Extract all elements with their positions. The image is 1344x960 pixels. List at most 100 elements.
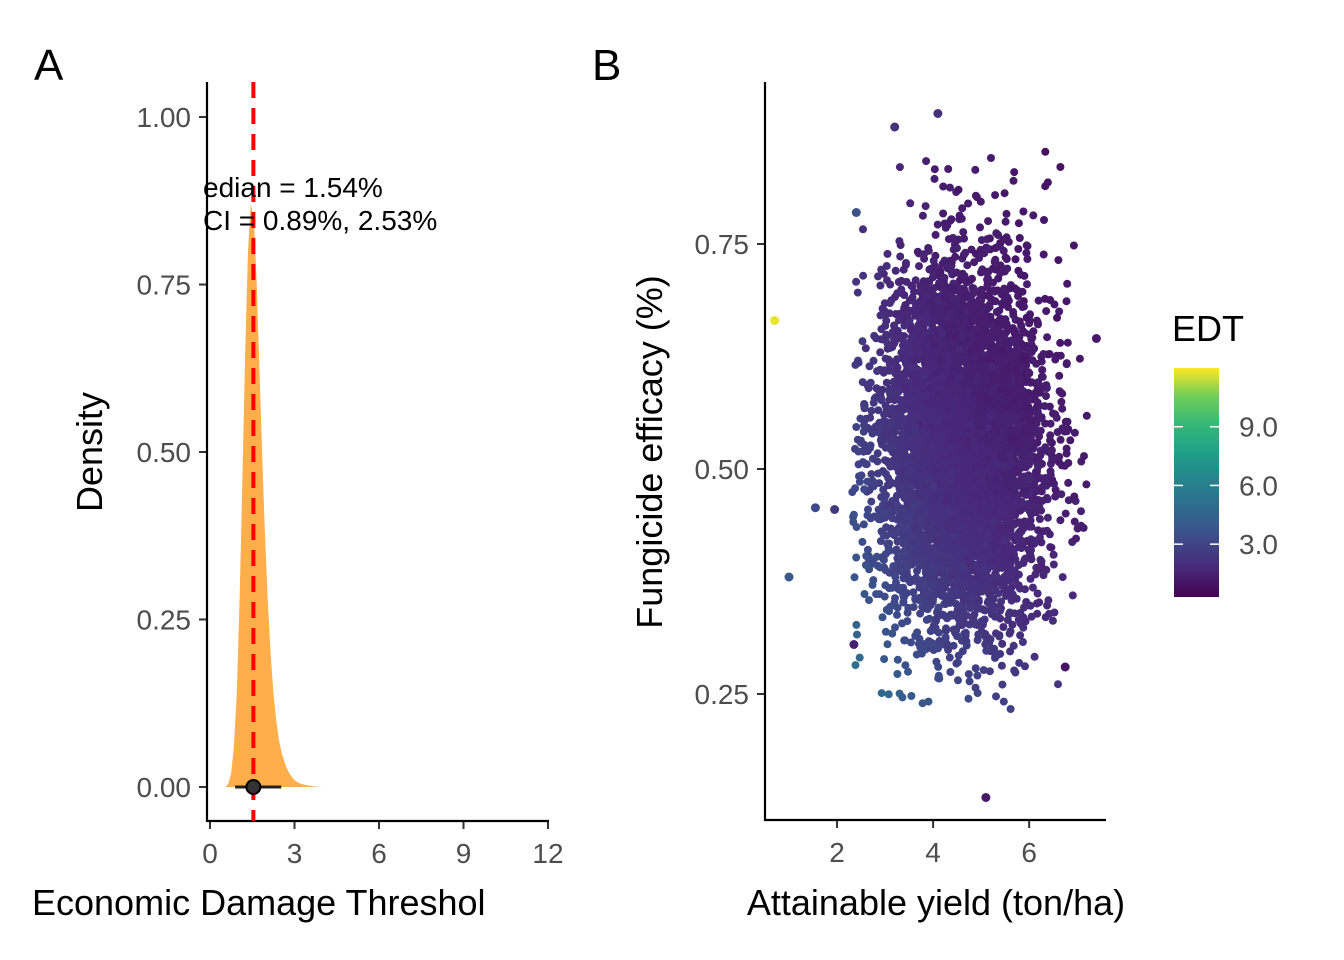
scatter-point bbox=[907, 332, 916, 341]
scatter-point bbox=[1006, 705, 1015, 713]
scatter-point bbox=[979, 666, 988, 675]
scatter-point bbox=[994, 589, 1003, 598]
scatter-point bbox=[1032, 563, 1041, 572]
scatter-point bbox=[888, 508, 897, 517]
scatter-point bbox=[921, 202, 930, 211]
scatter-point bbox=[869, 356, 878, 365]
scatter-point bbox=[866, 514, 875, 523]
scatter-point bbox=[1051, 492, 1060, 501]
scatter-point bbox=[854, 358, 863, 367]
scatter-point bbox=[898, 693, 907, 702]
scatter-point bbox=[931, 230, 940, 239]
scatter-point bbox=[973, 671, 982, 680]
scatter-point bbox=[875, 515, 884, 524]
scatter-point bbox=[876, 436, 885, 445]
scatter-point bbox=[1042, 307, 1051, 316]
scatter-point bbox=[977, 236, 986, 245]
scatter-point bbox=[873, 449, 882, 458]
scatter-point bbox=[1042, 392, 1050, 400]
scatter-point bbox=[1011, 668, 1020, 677]
scatter-point bbox=[931, 316, 940, 325]
x-axis-title: Economic Damage Threshol bbox=[32, 882, 486, 923]
scatter-point bbox=[970, 610, 979, 619]
scatter-point bbox=[872, 334, 881, 343]
scatter-point bbox=[961, 628, 970, 637]
scatter-point bbox=[971, 165, 980, 174]
scatter-point bbox=[1047, 438, 1056, 447]
scatter-point bbox=[1058, 573, 1067, 582]
scatter-point bbox=[1054, 256, 1063, 265]
scatter-point bbox=[877, 396, 886, 405]
scatter-point bbox=[1082, 411, 1091, 420]
scatter-point bbox=[861, 460, 870, 468]
scatter-point bbox=[998, 299, 1006, 308]
x-tick-label: 0 bbox=[202, 838, 218, 869]
scatter-point bbox=[1048, 455, 1057, 464]
scatter-point bbox=[859, 520, 868, 529]
scatter-point bbox=[1014, 245, 1023, 253]
scatter-point bbox=[997, 597, 1006, 606]
scatter-point bbox=[900, 321, 909, 330]
scatter-point bbox=[1056, 516, 1065, 525]
scatter-point bbox=[876, 348, 885, 357]
scatter-point bbox=[1020, 603, 1028, 612]
y-tick-label: 0.00 bbox=[137, 772, 192, 803]
scatter-point bbox=[1033, 609, 1042, 618]
scatter-point bbox=[927, 588, 936, 597]
scatter-point bbox=[1043, 495, 1052, 504]
scatter-point bbox=[912, 555, 921, 564]
scatter-point bbox=[1055, 452, 1064, 461]
scatter-point bbox=[1003, 264, 1012, 273]
scatter-point bbox=[1000, 189, 1009, 198]
scatter-point bbox=[1043, 333, 1052, 342]
scatter-point bbox=[1018, 638, 1027, 646]
scatter-point bbox=[959, 596, 968, 605]
scatter-point bbox=[949, 245, 958, 254]
scatter-point bbox=[998, 680, 1007, 689]
scatter-point bbox=[1038, 366, 1047, 374]
scatter-point bbox=[1056, 351, 1065, 360]
scatter-point bbox=[854, 460, 863, 469]
scatter-point bbox=[891, 266, 900, 275]
scatter-point bbox=[852, 553, 861, 562]
y-tick-label: 1.00 bbox=[137, 102, 192, 133]
scatter-point bbox=[1011, 255, 1020, 264]
scatter-point bbox=[1022, 248, 1031, 257]
scatter-point bbox=[899, 598, 908, 607]
scatter-point bbox=[880, 366, 889, 375]
scatter-point bbox=[939, 209, 948, 218]
scatter-point bbox=[934, 609, 943, 618]
scatter-point bbox=[1064, 478, 1073, 487]
scatter-point bbox=[1069, 241, 1078, 250]
annotation-median: edian = 1.54% bbox=[203, 172, 383, 203]
scatter-point bbox=[1011, 327, 1020, 336]
scatter-point bbox=[983, 291, 992, 300]
scatter-point bbox=[850, 573, 859, 582]
scatter-point bbox=[954, 651, 963, 660]
scatter-point bbox=[851, 661, 860, 670]
scatter-point bbox=[1034, 526, 1043, 535]
scatter-point bbox=[1063, 417, 1072, 426]
scatter-point bbox=[1023, 255, 1032, 264]
scatter-point bbox=[950, 567, 959, 576]
scatter-point bbox=[1070, 492, 1079, 501]
scatter-point bbox=[1047, 543, 1056, 552]
scatter-point bbox=[859, 225, 867, 234]
scatter-point bbox=[954, 676, 962, 685]
scatter-point bbox=[1003, 616, 1012, 624]
scatter-point bbox=[906, 326, 915, 335]
scatter-point bbox=[1030, 652, 1039, 661]
scatter-point bbox=[959, 315, 968, 323]
scatter-point bbox=[868, 580, 877, 589]
scatter-point bbox=[901, 661, 910, 670]
scatter-point bbox=[1072, 534, 1080, 543]
scatter-point bbox=[1049, 560, 1058, 569]
scatter-point bbox=[1034, 496, 1043, 505]
scatter-point bbox=[1070, 517, 1079, 526]
scatter-point bbox=[985, 234, 994, 243]
scatter-point bbox=[878, 613, 887, 622]
scatter-point bbox=[946, 668, 955, 676]
scatter-point bbox=[1035, 598, 1044, 607]
scatter-point bbox=[849, 518, 858, 526]
